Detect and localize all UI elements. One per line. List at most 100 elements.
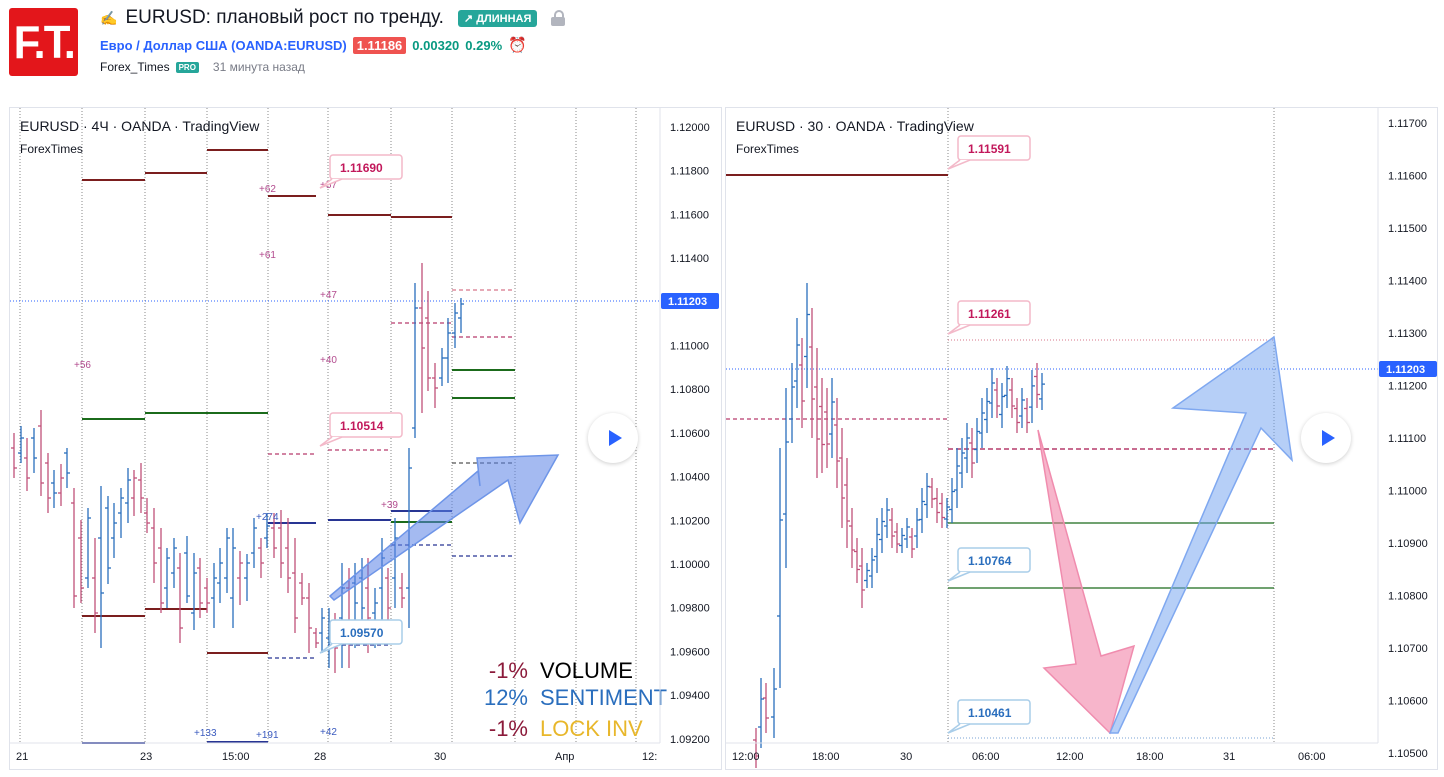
y-tick-label: 1.11100 — [1388, 433, 1426, 445]
y-tick-label: 1.11300 — [1388, 328, 1427, 340]
last-price-label: 1.11203 — [1386, 364, 1425, 376]
y-tick-label: 1.10700 — [1388, 643, 1428, 655]
current-price: 1.11186 — [352, 36, 407, 54]
author-row: Forex_Times PRO 31 минута назад — [100, 60, 305, 74]
symbol-link[interactable]: Евро / Доллар США (OANDA:EURUSD) — [100, 37, 347, 53]
price-callout-label: 1.09570 — [340, 626, 384, 640]
y-tick-label: 1.10800 — [1388, 591, 1428, 603]
y-tick-label: 1.11500 — [1388, 223, 1427, 235]
lock-icon — [551, 10, 566, 26]
fib-level-label: +39 — [381, 500, 398, 511]
chart-author-label: ForexTimes — [736, 142, 799, 156]
price-callout-label: 1.10514 — [340, 419, 384, 433]
alarm-clock-icon[interactable]: ⏰ — [508, 37, 527, 54]
x-tick-label: 12: — [642, 751, 657, 763]
price-callout-label: 1.11690 — [340, 161, 383, 175]
x-tick-label: 18:00 — [812, 751, 840, 763]
price-callout-label: 1.10461 — [968, 706, 1012, 720]
chart-4h-canvas[interactable]: +62 +57 +61 +47 +56 +40 +39 +274 +133 +191 +42 1.11… — [10, 108, 721, 769]
play-button[interactable] — [588, 413, 638, 463]
y-tick-label: 1.09800 — [670, 603, 710, 615]
last-price-tag — [661, 293, 719, 309]
price-callout-tail — [319, 178, 343, 189]
price-callout-tail — [947, 324, 971, 335]
logo-text: F.T. — [13, 16, 75, 68]
forecast-arrow-down — [1037, 429, 1136, 735]
symbol-row: Евро / Доллар США (OANDA:EURUSD) 1.11186… — [100, 36, 527, 54]
price-callout-label: 1.10764 — [968, 554, 1012, 568]
x-tick-label: Апр — [555, 751, 574, 763]
idea-title-row: ✍ EURUSD: плановый рост по тренду. ↗ ДЛИ… — [100, 7, 566, 29]
price-callout-tail — [319, 436, 343, 447]
price-callout-box — [957, 699, 1031, 725]
fib-level-label: +133 — [194, 728, 217, 739]
y-tick-label: 1.10000 — [670, 559, 710, 571]
y-tick-label: 1.11200 — [1388, 381, 1427, 393]
x-tick-label: 06:00 — [1298, 751, 1326, 763]
time-ago: 31 минута назад — [212, 60, 305, 74]
x-tick-label: 18:00 — [1136, 751, 1164, 763]
price-callout-tail — [319, 643, 343, 654]
price-change-percent: 0.29% — [465, 37, 503, 53]
fib-level-label: +40 — [320, 355, 337, 366]
last-price-tag — [1379, 361, 1437, 377]
y-tick-label: 1.11400 — [670, 253, 709, 265]
stat-percent: -1% — [489, 658, 528, 683]
x-tick-label: 30 — [434, 751, 446, 763]
chart-legend: EURUSD · 30 · OANDA · TradingView — [736, 118, 974, 134]
x-tick-label: 12:00 — [732, 751, 760, 763]
y-tick-label: 1.10600 — [670, 428, 710, 440]
fib-level-label: +274 — [256, 512, 279, 523]
play-button[interactable] — [1301, 413, 1351, 463]
pencil-icon: ✍ — [100, 9, 118, 26]
forecast-arrow-up — [328, 454, 560, 601]
last-price-label: 1.11203 — [668, 296, 707, 308]
direction-badge: ↗ ДЛИННАЯ — [457, 9, 538, 27]
price-callout-box — [329, 619, 403, 645]
price-callout-label: 1.11591 — [968, 142, 1011, 156]
price-callout-box — [329, 412, 403, 438]
y-tick-label: 1.11800 — [670, 166, 709, 178]
chart-30m[interactable]: 1.11591 1.11261 1.10764 1.10461 12:00 18:00 30… — [725, 107, 1438, 770]
idea-title: EURUSD: плановый рост по тренду. — [125, 7, 444, 28]
stat-percent: 12% — [484, 685, 528, 710]
x-tick-label: 15:00 — [222, 751, 250, 763]
chart-30m-canvas[interactable]: 1.11591 1.11261 1.10764 1.10461 12:00 18:00 30… — [726, 108, 1437, 769]
chart-legend: EURUSD · 4Ч · OANDA · TradingView — [20, 118, 260, 134]
x-tick-label: 30 — [900, 751, 912, 763]
stat-label: LOCK INV — [540, 716, 643, 741]
x-tick-label: 06:00 — [972, 751, 1000, 763]
pro-badge: PRO — [175, 61, 199, 73]
price-callout-tail — [947, 571, 971, 582]
author-name[interactable]: Forex_Times — [100, 60, 170, 74]
y-tick-label: 1.09400 — [670, 690, 710, 702]
channel-logo[interactable]: F.T. — [9, 8, 78, 76]
price-callout-label: 1.11261 — [968, 307, 1011, 321]
chart-4h[interactable]: +62 +57 +61 +47 +56 +40 +39 +274 +133 +191 +42 1.11… — [9, 107, 722, 770]
fib-level-label: +61 — [259, 250, 276, 261]
stat-label: VOLUME — [540, 658, 633, 683]
y-tick-label: 1.11400 — [1388, 276, 1427, 288]
forecast-arrow-up — [1108, 335, 1294, 734]
x-tick-label: 28 — [314, 751, 326, 763]
y-tick-label: 1.09200 — [670, 734, 710, 746]
stat-percent: -1% — [489, 716, 528, 741]
price-callout-box — [329, 154, 403, 180]
fib-level-label: +42 — [320, 727, 337, 738]
stat-label: SENTIMENT — [540, 685, 667, 710]
price-callout-tail — [947, 159, 971, 170]
y-tick-label: 1.10200 — [670, 515, 710, 527]
fib-level-label: +57 — [320, 180, 337, 191]
fib-level-label: +62 — [259, 184, 276, 195]
y-tick-label: 1.09600 — [670, 646, 710, 658]
fib-level-label: +56 — [74, 360, 91, 371]
y-tick-label: 1.10900 — [1388, 538, 1428, 550]
y-tick-label: 1.11000 — [670, 341, 709, 353]
price-change: 0.00320 — [412, 37, 460, 53]
price-callout-box — [957, 135, 1031, 161]
price-callout-tail — [947, 723, 971, 734]
y-tick-label: 1.10400 — [670, 472, 710, 484]
y-tick-label: 1.11600 — [670, 209, 709, 221]
x-tick-label: 12:00 — [1056, 751, 1084, 763]
x-tick-label: 23 — [140, 751, 152, 763]
